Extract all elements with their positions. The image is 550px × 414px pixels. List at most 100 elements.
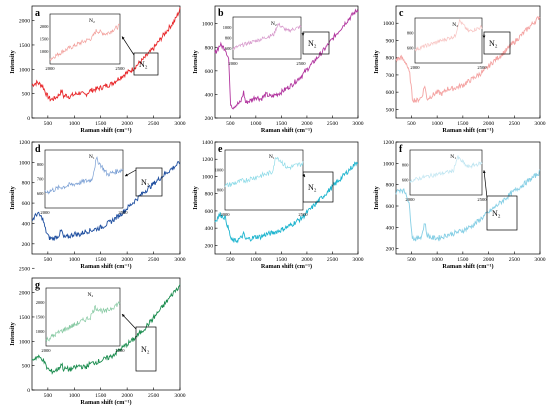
panel-letter: f <box>399 144 403 155</box>
x-tick-label: 500 <box>44 393 53 399</box>
zoom-arrow-head <box>482 35 486 39</box>
spectrum-line-g <box>31 284 181 375</box>
y-tick-label: 1000 <box>383 21 394 27</box>
inset-y-tick-label: 1500 <box>40 37 50 42</box>
chart-panel-g: 500 1000 1500 2000 2500 3000 0 500 1000 1500 2000 2… <box>9 266 186 406</box>
inset-x-tick-label: 2500 <box>115 66 125 71</box>
inset-x-tick-label: 2500 <box>118 210 128 215</box>
spectrum-line-e <box>214 161 359 244</box>
x-tick-label: 1000 <box>432 257 443 263</box>
plot-frame <box>214 5 359 119</box>
chart-panel-e: 500 1000 1500 2000 2500 300020040060080010001… <box>192 140 364 270</box>
y-tick-label: 0 <box>27 116 30 122</box>
y-tick-label: 200 <box>205 243 214 249</box>
y-tick-label: 1500 <box>19 315 30 321</box>
y-tick-label: 400 <box>386 225 395 231</box>
y-tick-label: 1000 <box>19 339 30 345</box>
x-axis-label: Raman shift (cm⁻¹) <box>261 127 312 134</box>
inset-y-tick-label: 700 <box>37 177 44 182</box>
x-axis-label: Raman shift (cm⁻¹) <box>80 399 131 406</box>
x-tick-label: 2000 <box>122 393 133 399</box>
y-tick-label: 800 <box>205 192 214 198</box>
inset-y-tick-label: 1000 <box>223 25 233 30</box>
x-tick-label: 2500 <box>327 121 338 127</box>
panel-letter: e <box>218 144 223 155</box>
x-tick-label: 2500 <box>148 393 159 399</box>
spectrum-line-d <box>31 160 181 241</box>
x-tick-label: 500 <box>407 257 416 263</box>
peak-annotation: N₂ <box>489 39 498 48</box>
y-tick-label: 600 <box>205 209 214 215</box>
inset-y-tick-label: 600 <box>37 191 44 196</box>
inset-y-tick-label: 1000 <box>40 49 50 54</box>
x-tick-label: 1500 <box>457 257 468 263</box>
spectrum-line-c <box>395 16 541 104</box>
y-axis-label: Intensity <box>9 49 16 73</box>
x-tick-label: 3000 <box>174 393 185 399</box>
y-tick-label: 1200 <box>202 157 213 163</box>
x-tick-label: 1500 <box>95 257 106 263</box>
peak-annotation: N₂ <box>141 345 150 354</box>
x-tick-label: 2500 <box>148 121 159 127</box>
y-tick-label: 1400 <box>202 140 213 146</box>
x-tick-label: 2500 <box>509 257 520 263</box>
chart-panel-d: 500 1000 1500 2000 2500 3000 200 400 600 800 1000 1… <box>9 140 186 270</box>
x-tick-label: 3000 <box>352 257 363 263</box>
y-tick-label: 600 <box>205 69 214 75</box>
x-tick-label: 1500 <box>276 121 287 127</box>
x-tick-label: 500 <box>226 257 235 263</box>
zoom-box <box>135 167 163 197</box>
x-tick-label: 1000 <box>69 393 80 399</box>
x-tick-label: 1000 <box>250 121 261 127</box>
spectrum-line-f <box>395 169 541 242</box>
inset-frame <box>49 13 121 65</box>
plot-frame <box>31 277 181 391</box>
zoom-arrow-head <box>125 173 128 177</box>
peak-annotation: N₂ <box>139 60 148 69</box>
y-axis-label: Intensity <box>373 185 380 209</box>
inset-x-tick-label: 2000 <box>228 61 238 66</box>
inset-y-tick-label: 800 <box>407 31 414 36</box>
zoom-arrow-head <box>302 174 305 177</box>
y-tick-label: 1200 <box>383 140 394 146</box>
x-tick-label: 3000 <box>534 257 545 263</box>
y-axis-label: Intensity <box>373 49 380 73</box>
inset-f: N₁ 2000 2500 600 800 <box>402 149 487 202</box>
x-tick-label: 1000 <box>69 257 80 263</box>
plot-frame <box>395 5 541 119</box>
y-tick-label: 200 <box>22 242 31 248</box>
y-axis-label: Intensity <box>9 321 16 345</box>
inset-peak-label: N₂ <box>87 292 93 298</box>
inset-y-tick-label: 600 <box>407 46 414 51</box>
inset-a: N₂ 2000 2500 1000 1500 2000 <box>40 13 125 71</box>
inset-y-tick-label: 2000 <box>40 24 50 29</box>
inset-spectrum-line <box>232 22 302 51</box>
chart-panel-c: 500 1000 1500 2000 2500 3000 500 600 700 800 900 10… <box>373 5 546 134</box>
spectrum-line-a <box>31 7 181 102</box>
inset-e: N₁ 2000 2500 800 1000 <box>215 149 308 217</box>
plot-frame <box>31 141 181 255</box>
x-tick-label: 1000 <box>69 121 80 127</box>
y-tick-label: 2500 <box>19 266 30 272</box>
inset-spectrum-line <box>44 156 124 195</box>
x-tick-label: 2000 <box>122 121 133 127</box>
x-tick-label: 1000 <box>432 121 443 127</box>
panel-letter: a <box>35 8 40 19</box>
y-tick-label: 1500 <box>19 43 30 49</box>
inset-peak-label: N₂ <box>271 21 277 27</box>
y-tick-label: 2000 <box>19 19 30 25</box>
x-tick-label: 2000 <box>122 257 133 263</box>
y-tick-label: 400 <box>205 92 214 98</box>
inset-y-tick-label: 600 <box>402 178 409 183</box>
inset-x-tick-label: 2500 <box>296 61 306 66</box>
inset-d: N₁ 2000 2500 600 700 800 <box>37 149 128 215</box>
inset-y-tick-label: 1000 <box>215 168 225 173</box>
inset-x-tick-label: 2000 <box>220 212 230 217</box>
y-tick-label: 200 <box>205 116 214 122</box>
y-tick-label: 500 <box>22 92 31 98</box>
chart-panel-f: 500 1000 1500 2000 2500 3000 200 400 600 800 1000 1… <box>373 140 546 270</box>
chart-panel-b: 500 1000 1500 2000 2500 30002004006008001000R… <box>192 5 364 134</box>
chart-panel-a: 500 1000 1500 2000 2500 30000500100015002000R… <box>9 5 186 134</box>
inset-x-tick-label: 2000 <box>45 66 55 71</box>
panel-letter: c <box>399 8 404 19</box>
